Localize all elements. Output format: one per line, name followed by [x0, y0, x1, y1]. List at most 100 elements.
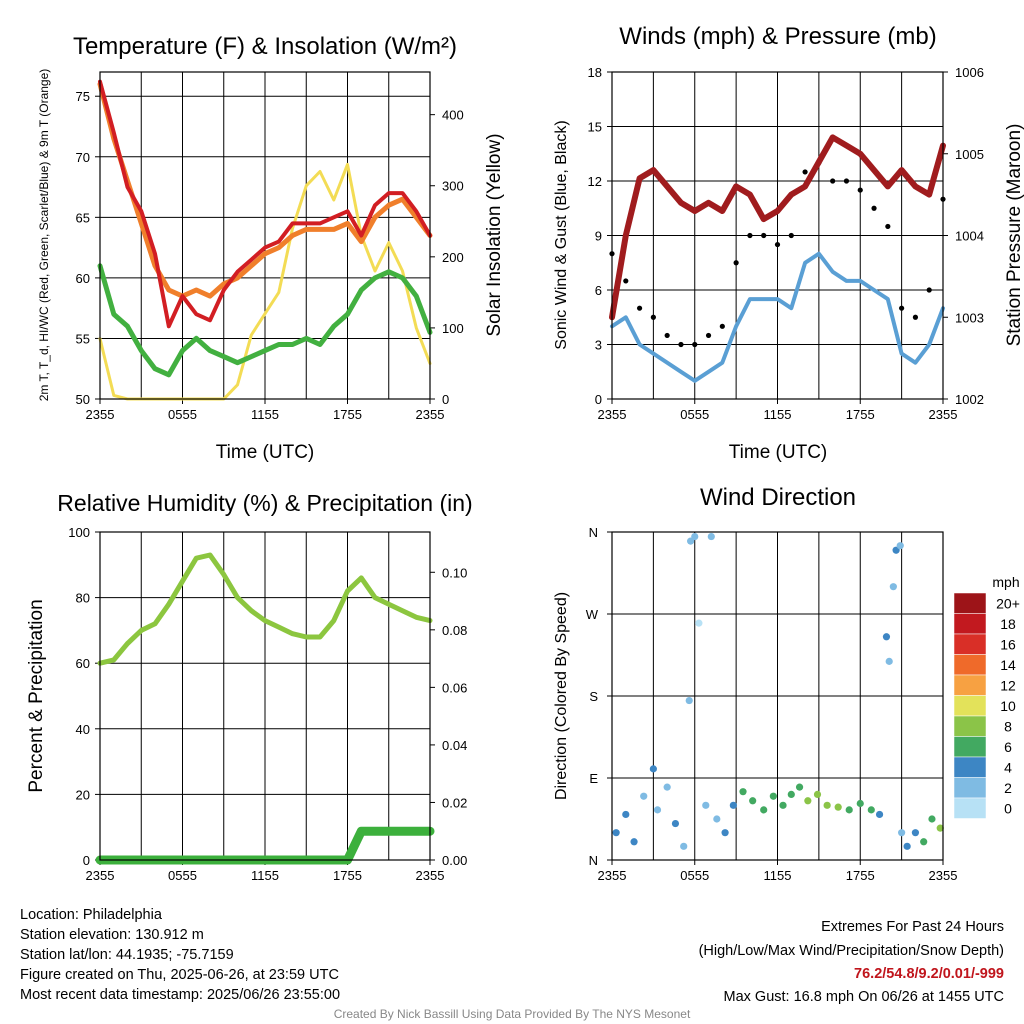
- legend-label: 20+: [996, 595, 1020, 611]
- relative-humidity-line: [97, 552, 433, 666]
- gust-point: [912, 314, 919, 320]
- y2-tick-label: 1003: [955, 310, 984, 325]
- gust-point: [664, 332, 670, 339]
- legend-label: 8: [1004, 718, 1012, 734]
- legend-swatch: [953, 797, 987, 819]
- gust-point: [692, 341, 698, 348]
- extremes-value: 76.2/54.8/9.2/0.01/-999: [854, 966, 1004, 982]
- y-tick-label: 65: [76, 210, 90, 225]
- wind-direction-point: [896, 542, 904, 550]
- x-tick-label: 1155: [764, 407, 792, 422]
- chart-title-humidity: Relative Humidity (%) & Precipitation (i…: [57, 490, 472, 516]
- x-axis-label: Time (UTC): [729, 442, 828, 463]
- y-tick-label: 40: [76, 722, 90, 737]
- y2-axis-label-pressure: Station Pressure (Maroon): [1004, 124, 1024, 347]
- wind-direction-point: [867, 806, 875, 814]
- wind-direction-point: [695, 619, 703, 627]
- chart-title-temperature: Temperature (F) & Insolation (W/m²): [73, 33, 457, 60]
- gust-point: [774, 241, 781, 248]
- wind-direction-point: [687, 537, 695, 545]
- gust-point: [623, 278, 629, 284]
- x-tick-label: 2355: [929, 868, 958, 883]
- recent-text: Most recent data timestamp: 2025/06/26 2…: [20, 987, 341, 1003]
- legend-swatch: [953, 674, 987, 696]
- wind-direction-point: [649, 765, 657, 773]
- x-tick-label: 2355: [929, 407, 958, 422]
- legend-label: 0: [1004, 800, 1012, 816]
- location-text: Location: Philadelphia: [20, 907, 162, 923]
- temp-9m-line: [97, 81, 433, 299]
- wind-direction-point: [856, 799, 864, 808]
- wind-direction-point: [823, 801, 831, 809]
- legend-label: 2: [1004, 780, 1012, 796]
- y-tick-label: 6: [595, 283, 602, 298]
- wind-direction-point: [729, 801, 737, 809]
- y-tick-label: 0: [83, 853, 90, 868]
- legend-title: mph: [992, 574, 1019, 590]
- y-tick-label: 15: [588, 120, 602, 135]
- wind-direction-point: [889, 583, 897, 591]
- wind-direction-point: [936, 824, 944, 832]
- y2-tick-label: 0.02: [442, 795, 467, 810]
- wind-direction-point: [721, 829, 729, 837]
- gust-point: [678, 341, 684, 348]
- y-tick-label: 60: [76, 271, 90, 286]
- gust-point: [761, 232, 767, 239]
- legend-label: 16: [1000, 636, 1016, 652]
- direction-tick-label: W: [586, 607, 599, 622]
- wind-direction-point: [885, 657, 893, 665]
- plot-border: [611, 531, 944, 861]
- x-tick-label: 1155: [764, 868, 792, 883]
- chart-title-wind-direction: Wind Direction: [700, 484, 856, 511]
- gust-point: [747, 232, 753, 239]
- direction-tick-label: N: [589, 525, 598, 540]
- y2-tick-label: 0.04: [442, 738, 467, 753]
- wind-direction-point: [702, 801, 710, 809]
- y2-tick-label: 0.10: [442, 565, 467, 580]
- wind-direction-point: [911, 829, 920, 837]
- wind-direction-point: [630, 838, 638, 846]
- legend-swatch: [953, 654, 987, 676]
- x-tick-label: 2355: [86, 868, 115, 883]
- wind-direction-point: [680, 842, 688, 850]
- legend-swatch: [953, 592, 987, 614]
- y-tick-label: 12: [588, 174, 602, 189]
- wind-direction-point: [795, 783, 804, 791]
- legend-swatch: [953, 613, 987, 635]
- wind-direction-point: [769, 792, 777, 800]
- legend-label: 10: [1000, 698, 1016, 714]
- direction-tick-label: E: [589, 771, 598, 786]
- wind-direction-point: [779, 801, 787, 809]
- x-tick-label: 1155: [251, 868, 279, 883]
- wind-direction-point: [691, 532, 699, 541]
- legend-label: 14: [1000, 657, 1016, 673]
- legend-swatch: [953, 736, 987, 758]
- created-text: Figure created on Thu, 2025-06-26, at 23…: [20, 967, 339, 983]
- y-axis-label-humidity: Percent & Precipitation: [26, 599, 47, 792]
- y2-tick-label: 200: [442, 250, 464, 265]
- gust-point: [830, 178, 836, 184]
- y2-tick-label: 100: [442, 321, 464, 336]
- plot-border: [611, 71, 944, 400]
- x-tick-label: 2355: [598, 407, 627, 422]
- legend-swatch: [953, 756, 987, 778]
- gust-point: [857, 187, 863, 193]
- gust-point: [802, 169, 808, 175]
- extremes-description: (High/Low/Max Wind/Precipitation/Snow De…: [698, 943, 1004, 959]
- gust-point: [899, 305, 905, 311]
- y-tick-label: 80: [76, 591, 90, 606]
- wind-direction-point: [622, 810, 630, 819]
- y2-axis-label-insolation: Solar Insolation (Yellow): [484, 133, 505, 336]
- y2-tick-label: 0: [442, 392, 449, 407]
- x-tick-label: 2355: [416, 868, 445, 883]
- gust-point: [650, 314, 656, 320]
- y-tick-label: 70: [76, 150, 90, 165]
- wind-direction-point: [787, 790, 795, 799]
- legend-swatch: [953, 633, 987, 655]
- legend-label: 12: [1000, 677, 1016, 693]
- wind-direction-point: [882, 633, 891, 641]
- x-tick-label: 0555: [168, 868, 197, 883]
- gust-point: [788, 232, 794, 239]
- x-tick-label: 2355: [416, 407, 445, 422]
- x-tick-label: 1755: [846, 407, 875, 422]
